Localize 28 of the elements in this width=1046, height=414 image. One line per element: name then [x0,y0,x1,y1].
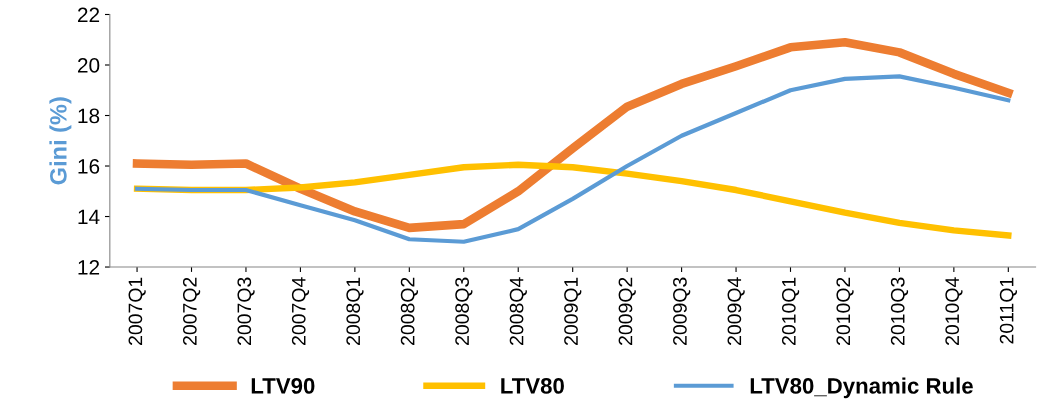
x-tick-label: 2008Q4 [509,277,527,345]
y-tick-label: 14 [78,209,100,225]
y-tick-label: 22 [77,7,100,23]
legend-label: LTV80_Dynamic Rule [750,377,973,399]
y-tick-label: 18 [78,108,100,124]
x-tick-label: 2009Q3 [673,277,691,345]
line-series [134,74,1011,244]
x-tick-label: 2009Q2 [618,277,636,345]
y-tick-label: 20 [77,58,100,73]
x-tick-label: 2010Q4 [945,277,963,345]
x-tick-label: 2007Q4 [291,277,310,345]
x-tick-label: 2010Q1 [781,277,800,345]
legend-label: LTV90 [251,378,315,394]
x-tick-label: 2007Q2 [182,277,201,345]
x-tick-label: 2010Q3 [890,277,909,345]
x-tick-label: 2008Q2 [400,277,419,345]
x-tick-label: 2007Q1 [128,277,146,345]
legend-label: LTV80 [501,378,564,394]
x-tick-label: 2011Q1 [999,277,1018,344]
y-tick-label: 16 [78,159,100,174]
x-tick-label: 2008Q1 [346,277,364,345]
x-tick-label: 2010Q2 [836,277,854,345]
x-tick-label: 2009Q1 [564,277,582,345]
x-tick-label: 2008Q3 [455,277,473,345]
y-axis-title: Gini (%) [49,97,72,185]
x-tick-label: 2007Q3 [237,277,255,345]
x-tick-label: 2009Q4 [727,277,745,345]
y-tick-label: 12 [78,260,100,275]
